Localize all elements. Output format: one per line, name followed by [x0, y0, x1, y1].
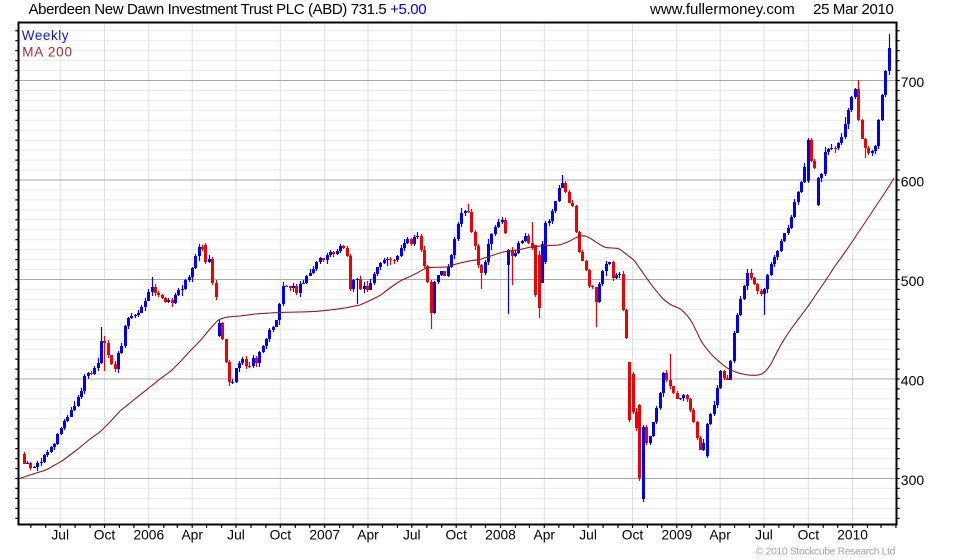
- svg-text:2006: 2006: [133, 528, 164, 543]
- svg-text:400: 400: [901, 372, 925, 388]
- svg-text:Oct: Oct: [798, 528, 820, 543]
- svg-text:www.fullermoney.com: www.fullermoney.com: [649, 1, 795, 18]
- svg-text:Jul: Jul: [403, 528, 421, 543]
- svg-text:Oct: Oct: [94, 528, 116, 543]
- svg-text:25 Mar 2010: 25 Mar 2010: [813, 1, 893, 18]
- svg-text:MA 200: MA 200: [22, 44, 73, 59]
- svg-text:Apr: Apr: [357, 528, 379, 543]
- svg-text:Jul: Jul: [755, 528, 773, 543]
- svg-text:300: 300: [901, 472, 925, 488]
- svg-text:Jul: Jul: [227, 528, 245, 543]
- svg-text:Oct: Oct: [622, 528, 644, 543]
- svg-text:Apr: Apr: [709, 528, 731, 543]
- svg-text:2007: 2007: [309, 528, 340, 543]
- svg-text:Oct: Oct: [445, 528, 467, 543]
- svg-text:Jul: Jul: [51, 528, 69, 543]
- svg-text:2008: 2008: [485, 528, 516, 543]
- svg-text:Apr: Apr: [534, 528, 556, 543]
- svg-text:Jul: Jul: [579, 528, 597, 543]
- svg-text:Apr: Apr: [181, 528, 203, 543]
- svg-text:2009: 2009: [661, 528, 692, 543]
- svg-text:Weekly: Weekly: [22, 28, 69, 43]
- svg-text:© 2010 Stockcube Research Ltd: © 2010 Stockcube Research Ltd: [756, 547, 896, 558]
- svg-text:Aberdeen New Dawn Investment T: Aberdeen New Dawn Investment Trust PLC (…: [29, 1, 427, 18]
- svg-text:Oct: Oct: [270, 528, 292, 543]
- svg-text:500: 500: [901, 273, 925, 289]
- svg-text:2010: 2010: [837, 528, 868, 543]
- svg-text:700: 700: [901, 74, 925, 90]
- svg-text:600: 600: [901, 173, 925, 189]
